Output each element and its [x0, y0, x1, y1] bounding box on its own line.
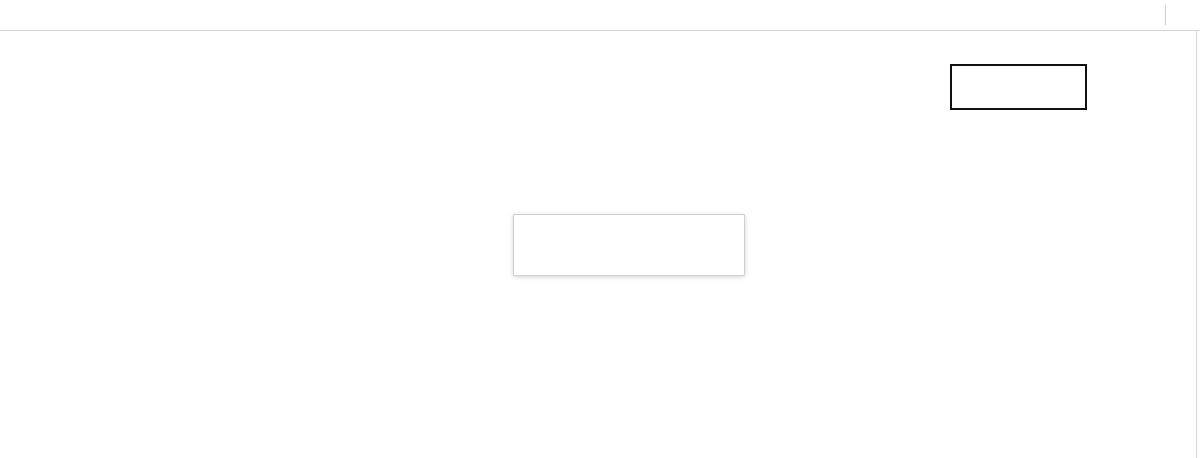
scorecard-novos-no-dia [556, 35, 655, 81]
line-swatch-icon [528, 253, 536, 261]
scorecard-tendencia-value [950, 64, 1087, 110]
legend [60, 44, 190, 61]
tooltip-row [528, 253, 730, 261]
chart-tooltip [513, 214, 745, 276]
legend-item-novos [60, 44, 98, 61]
tooltip-row [528, 237, 730, 245]
header-divider [1165, 5, 1166, 25]
bar-swatch-icon [528, 237, 536, 245]
bar-swatch-icon [60, 44, 90, 61]
legend-item-media [126, 51, 162, 55]
header-bar [0, 0, 1200, 31]
scorecard-media-movel [665, 40, 790, 42]
line-swatch-icon [126, 51, 154, 55]
page-edge-divider [1196, 30, 1197, 458]
header-icons [1129, 0, 1194, 30]
